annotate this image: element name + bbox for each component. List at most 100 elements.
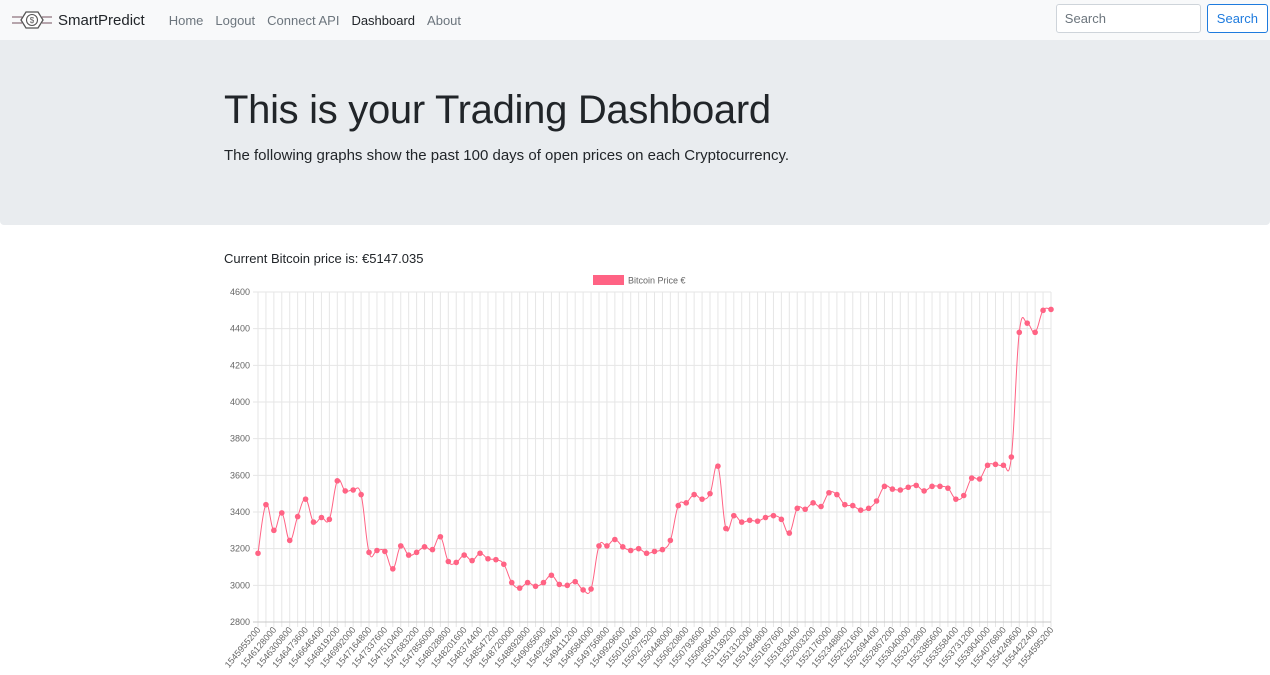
data-point bbox=[921, 488, 927, 494]
data-point bbox=[508, 579, 515, 586]
data-point bbox=[1024, 320, 1031, 326]
data-point bbox=[762, 514, 769, 521]
current-price-label: Current Bitcoin price is: bbox=[224, 251, 362, 266]
nav-link-about[interactable]: About bbox=[427, 12, 462, 28]
data-point bbox=[619, 544, 626, 550]
y-tick-label: 3800 bbox=[230, 434, 250, 444]
data-point bbox=[461, 552, 467, 558]
data-point bbox=[651, 548, 658, 555]
data-point bbox=[437, 533, 444, 540]
data-point bbox=[968, 475, 975, 481]
data-point bbox=[881, 483, 888, 490]
data-point bbox=[429, 546, 436, 553]
data-point bbox=[715, 463, 721, 469]
nav-link-connect-api[interactable]: Connect API bbox=[267, 12, 340, 28]
data-point bbox=[405, 552, 412, 558]
data-point bbox=[849, 502, 856, 509]
data-point bbox=[548, 572, 555, 579]
data-point bbox=[746, 517, 753, 524]
search-button[interactable]: Search bbox=[1206, 4, 1268, 33]
data-point bbox=[334, 478, 341, 484]
brand-name: SmartPredict bbox=[58, 11, 145, 29]
nav-link-home[interactable]: Home bbox=[168, 12, 204, 28]
y-tick-label: 4600 bbox=[230, 287, 250, 297]
data-point bbox=[897, 487, 904, 493]
data-point bbox=[516, 585, 523, 591]
data-point bbox=[691, 491, 697, 498]
data-point bbox=[857, 507, 864, 513]
legend-label: Bitcoin Price € bbox=[628, 276, 686, 286]
data-point bbox=[723, 525, 729, 532]
data-point bbox=[1000, 462, 1007, 469]
data-point bbox=[310, 519, 317, 525]
data-point bbox=[302, 496, 309, 502]
data-point bbox=[1048, 306, 1054, 313]
data-point bbox=[683, 500, 690, 506]
data-point bbox=[366, 549, 372, 556]
data-point bbox=[477, 550, 483, 557]
nav-link-logout[interactable]: Logout bbox=[215, 12, 256, 28]
data-point bbox=[699, 496, 705, 502]
data-point bbox=[794, 505, 801, 512]
data-point bbox=[374, 547, 380, 554]
bitcoin-price-chart: 2800 3000 3200 3400 3600 3800 4000 4200 4400 4600… bbox=[224, 275, 1056, 670]
data-point bbox=[390, 566, 396, 572]
data-point bbox=[469, 557, 475, 564]
data-point bbox=[834, 491, 840, 498]
y-tick-label: 4000 bbox=[230, 397, 250, 407]
data-point bbox=[953, 496, 959, 502]
data-point bbox=[271, 527, 277, 534]
data-point bbox=[984, 462, 991, 469]
brand-link[interactable]: $ SmartPredict bbox=[12, 10, 145, 30]
data-point bbox=[865, 505, 872, 512]
y-tick-label: 3400 bbox=[230, 507, 250, 517]
nav-link-dashboard[interactable]: Dashboard bbox=[351, 12, 416, 28]
search-form: Search bbox=[1055, 4, 1268, 33]
data-point bbox=[667, 537, 674, 544]
data-point bbox=[453, 559, 460, 566]
data-point bbox=[778, 516, 785, 523]
data-point bbox=[643, 550, 650, 557]
data-point bbox=[659, 546, 666, 553]
legend-swatch bbox=[593, 275, 624, 285]
data-point bbox=[413, 549, 420, 556]
data-point bbox=[842, 501, 848, 508]
data-point bbox=[627, 547, 634, 554]
data-point bbox=[810, 500, 816, 506]
data-point bbox=[1032, 329, 1038, 336]
page-title: This is your Trading Dashboard bbox=[224, 88, 771, 132]
data-point bbox=[318, 514, 325, 521]
y-tick-label: 4400 bbox=[230, 324, 250, 334]
data-point bbox=[580, 587, 586, 593]
data-point bbox=[604, 543, 610, 549]
search-input[interactable] bbox=[1055, 4, 1201, 33]
data-point bbox=[1016, 329, 1023, 336]
data-point bbox=[485, 555, 491, 562]
data-point bbox=[294, 513, 301, 520]
data-point bbox=[929, 483, 935, 490]
svg-text:$: $ bbox=[30, 16, 35, 25]
data-point bbox=[445, 558, 452, 565]
data-point bbox=[992, 461, 999, 468]
data-point bbox=[382, 548, 388, 555]
data-point bbox=[786, 530, 793, 536]
data-point bbox=[675, 502, 682, 509]
y-tick-label: 3600 bbox=[230, 470, 250, 480]
data-point bbox=[263, 501, 269, 508]
y-tick-label: 3200 bbox=[230, 544, 250, 554]
data-point bbox=[826, 489, 832, 496]
data-point bbox=[612, 536, 618, 543]
data-point bbox=[873, 498, 880, 504]
data-point bbox=[905, 484, 912, 491]
data-point bbox=[738, 519, 745, 525]
data-point bbox=[802, 506, 808, 513]
data-point bbox=[937, 483, 943, 490]
data-point bbox=[913, 482, 919, 489]
data-point bbox=[342, 488, 349, 494]
data-point bbox=[635, 545, 642, 552]
data-point bbox=[532, 583, 539, 590]
data-point bbox=[945, 485, 951, 491]
y-tick-label: 3000 bbox=[230, 580, 250, 590]
data-point bbox=[770, 512, 777, 519]
data-point bbox=[421, 544, 428, 550]
